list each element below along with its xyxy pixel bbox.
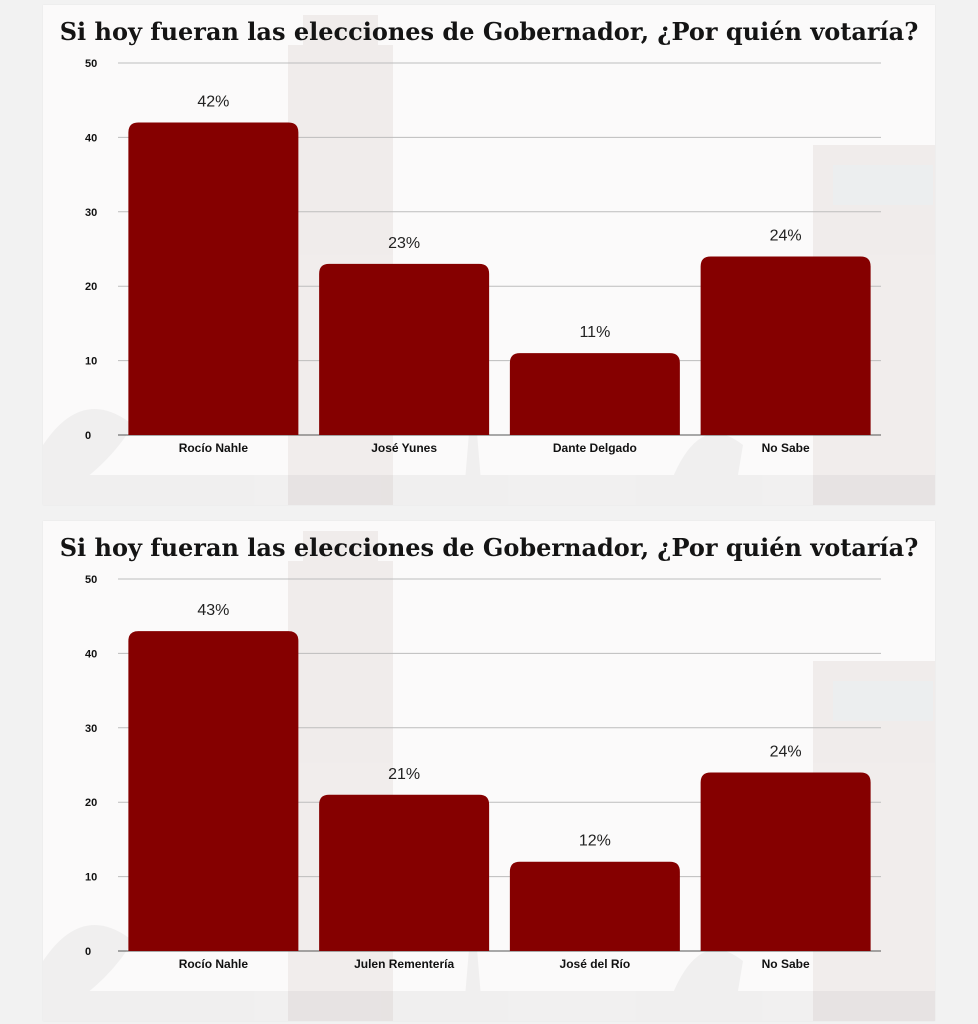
y-tick-label: 30 [85, 723, 97, 735]
bar-chart: 0 10 20 30 40 50 42% Rocío Nahle 23% José Yunes 11… [85, 58, 881, 455]
y-tick-label: 0 [85, 946, 91, 958]
bar [509, 353, 680, 435]
chart-panel-1: Si hoy fueran las elecciones de Gobernad… [43, 5, 935, 505]
data-label: 43% [197, 602, 229, 619]
bar [700, 256, 871, 435]
y-tick-label: 40 [85, 648, 97, 660]
chart-panel-2: Si hoy fueran las elecciones de Gobernad… [43, 521, 935, 1021]
bar [319, 263, 490, 435]
y-tick-label: 20 [85, 797, 97, 809]
category-label: Rocío Nahle [179, 957, 249, 971]
y-tick-label: 10 [85, 356, 97, 368]
category-label: José Yunes [371, 441, 437, 455]
category-label: Dante Delgado [553, 441, 637, 455]
category-label: Rocío Nahle [179, 441, 249, 455]
bar [509, 861, 680, 951]
y-tick-label: 50 [85, 58, 97, 70]
bar [700, 772, 871, 951]
category-label: Julen Rementería [354, 957, 454, 971]
chart-title: Si hoy fueran las elecciones de Gobernad… [59, 17, 919, 46]
data-label: 24% [770, 227, 802, 244]
bar [128, 631, 299, 951]
category-label: No Sabe [762, 957, 810, 971]
y-tick-label: 30 [85, 207, 97, 219]
data-label: 11% [579, 324, 610, 341]
data-label: 24% [770, 743, 802, 760]
y-tick-label: 50 [85, 574, 97, 586]
y-tick-label: 0 [85, 430, 91, 442]
category-label: No Sabe [762, 441, 810, 455]
data-label: 21% [388, 766, 420, 783]
y-tick-label: 10 [85, 872, 97, 884]
y-tick-label: 40 [85, 132, 97, 144]
data-label: 23% [388, 235, 420, 252]
y-tick-label: 20 [85, 281, 97, 293]
bar-chart: 0 10 20 30 40 50 43% Rocío Nahle 21% Julen Rement… [85, 574, 881, 971]
category-label: José del Río [560, 957, 631, 971]
bar [319, 794, 490, 951]
chart-title: Si hoy fueran las elecciones de Gobernad… [59, 533, 919, 562]
data-label: 12% [579, 833, 611, 850]
bar [128, 122, 299, 436]
data-label: 42% [197, 94, 229, 111]
